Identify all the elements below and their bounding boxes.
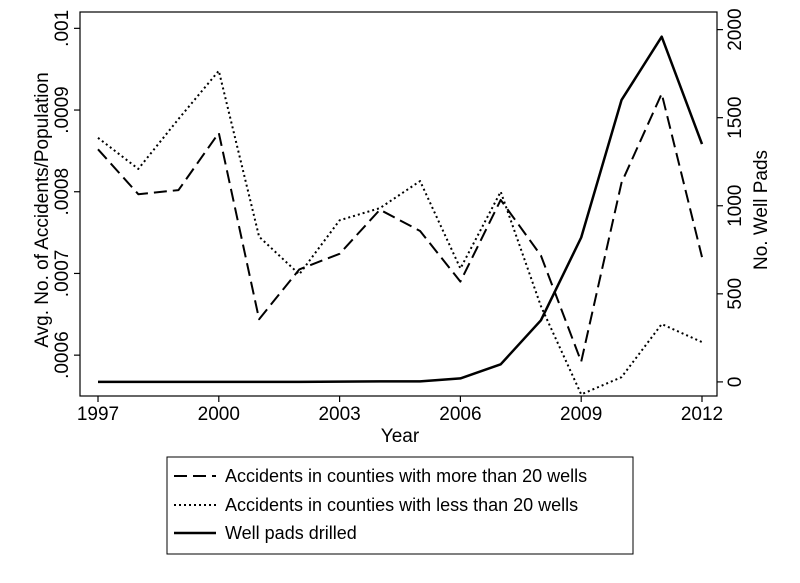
y-axis-left: .0006 .0007 .0008 .0009 .001	[52, 10, 80, 379]
y-left-tick-label: .0007	[52, 250, 73, 298]
legend-label-less-than-20: Accidents in counties with less than 20 …	[225, 495, 578, 515]
y-right-tick-label: 0	[725, 377, 746, 388]
y-left-tick-label: .0009	[52, 86, 73, 134]
y-right-tick-label: 2000	[725, 8, 746, 50]
legend-label-well-pads: Well pads drilled	[225, 523, 357, 543]
x-axis: 1997 2000 2003 2006 2009 2012	[77, 396, 723, 425]
x-tick-label: 1997	[77, 404, 119, 425]
y-axis-left-title: Avg. No. of Accidents/Population	[32, 72, 53, 347]
y-axis-right-title: No. Well Pads	[751, 150, 772, 270]
y-right-tick-label: 1500	[725, 97, 746, 139]
series-layer	[97, 35, 704, 396]
legend: Accidents in counties with more than 20 …	[166, 456, 634, 555]
y-left-tick-label: .001	[52, 10, 73, 47]
y-axis-right: 0 500 1000 1500 2000	[717, 8, 746, 387]
legend-box	[166, 456, 634, 555]
y-right-tick-label: 500	[725, 278, 746, 310]
x-tick-label: 2009	[560, 404, 602, 425]
x-tick-label: 2012	[681, 404, 723, 425]
y-left-tick-label: .0006	[52, 331, 73, 379]
series-more-than-20-wells	[97, 92, 703, 363]
plot-frame	[79, 11, 718, 397]
x-tick-label: 2003	[318, 404, 360, 425]
series-less-than-20-wells	[97, 69, 703, 396]
series-well-pads	[98, 35, 704, 384]
x-axis-title: Year	[381, 426, 420, 447]
legend-label-more-than-20: Accidents in counties with more than 20 …	[225, 466, 587, 486]
x-tick-label: 2000	[198, 404, 240, 425]
x-tick-label: 2006	[439, 404, 481, 425]
plot-border	[79, 11, 718, 397]
y-left-tick-label: .0008	[52, 168, 73, 216]
y-right-tick-label: 1000	[725, 185, 746, 227]
